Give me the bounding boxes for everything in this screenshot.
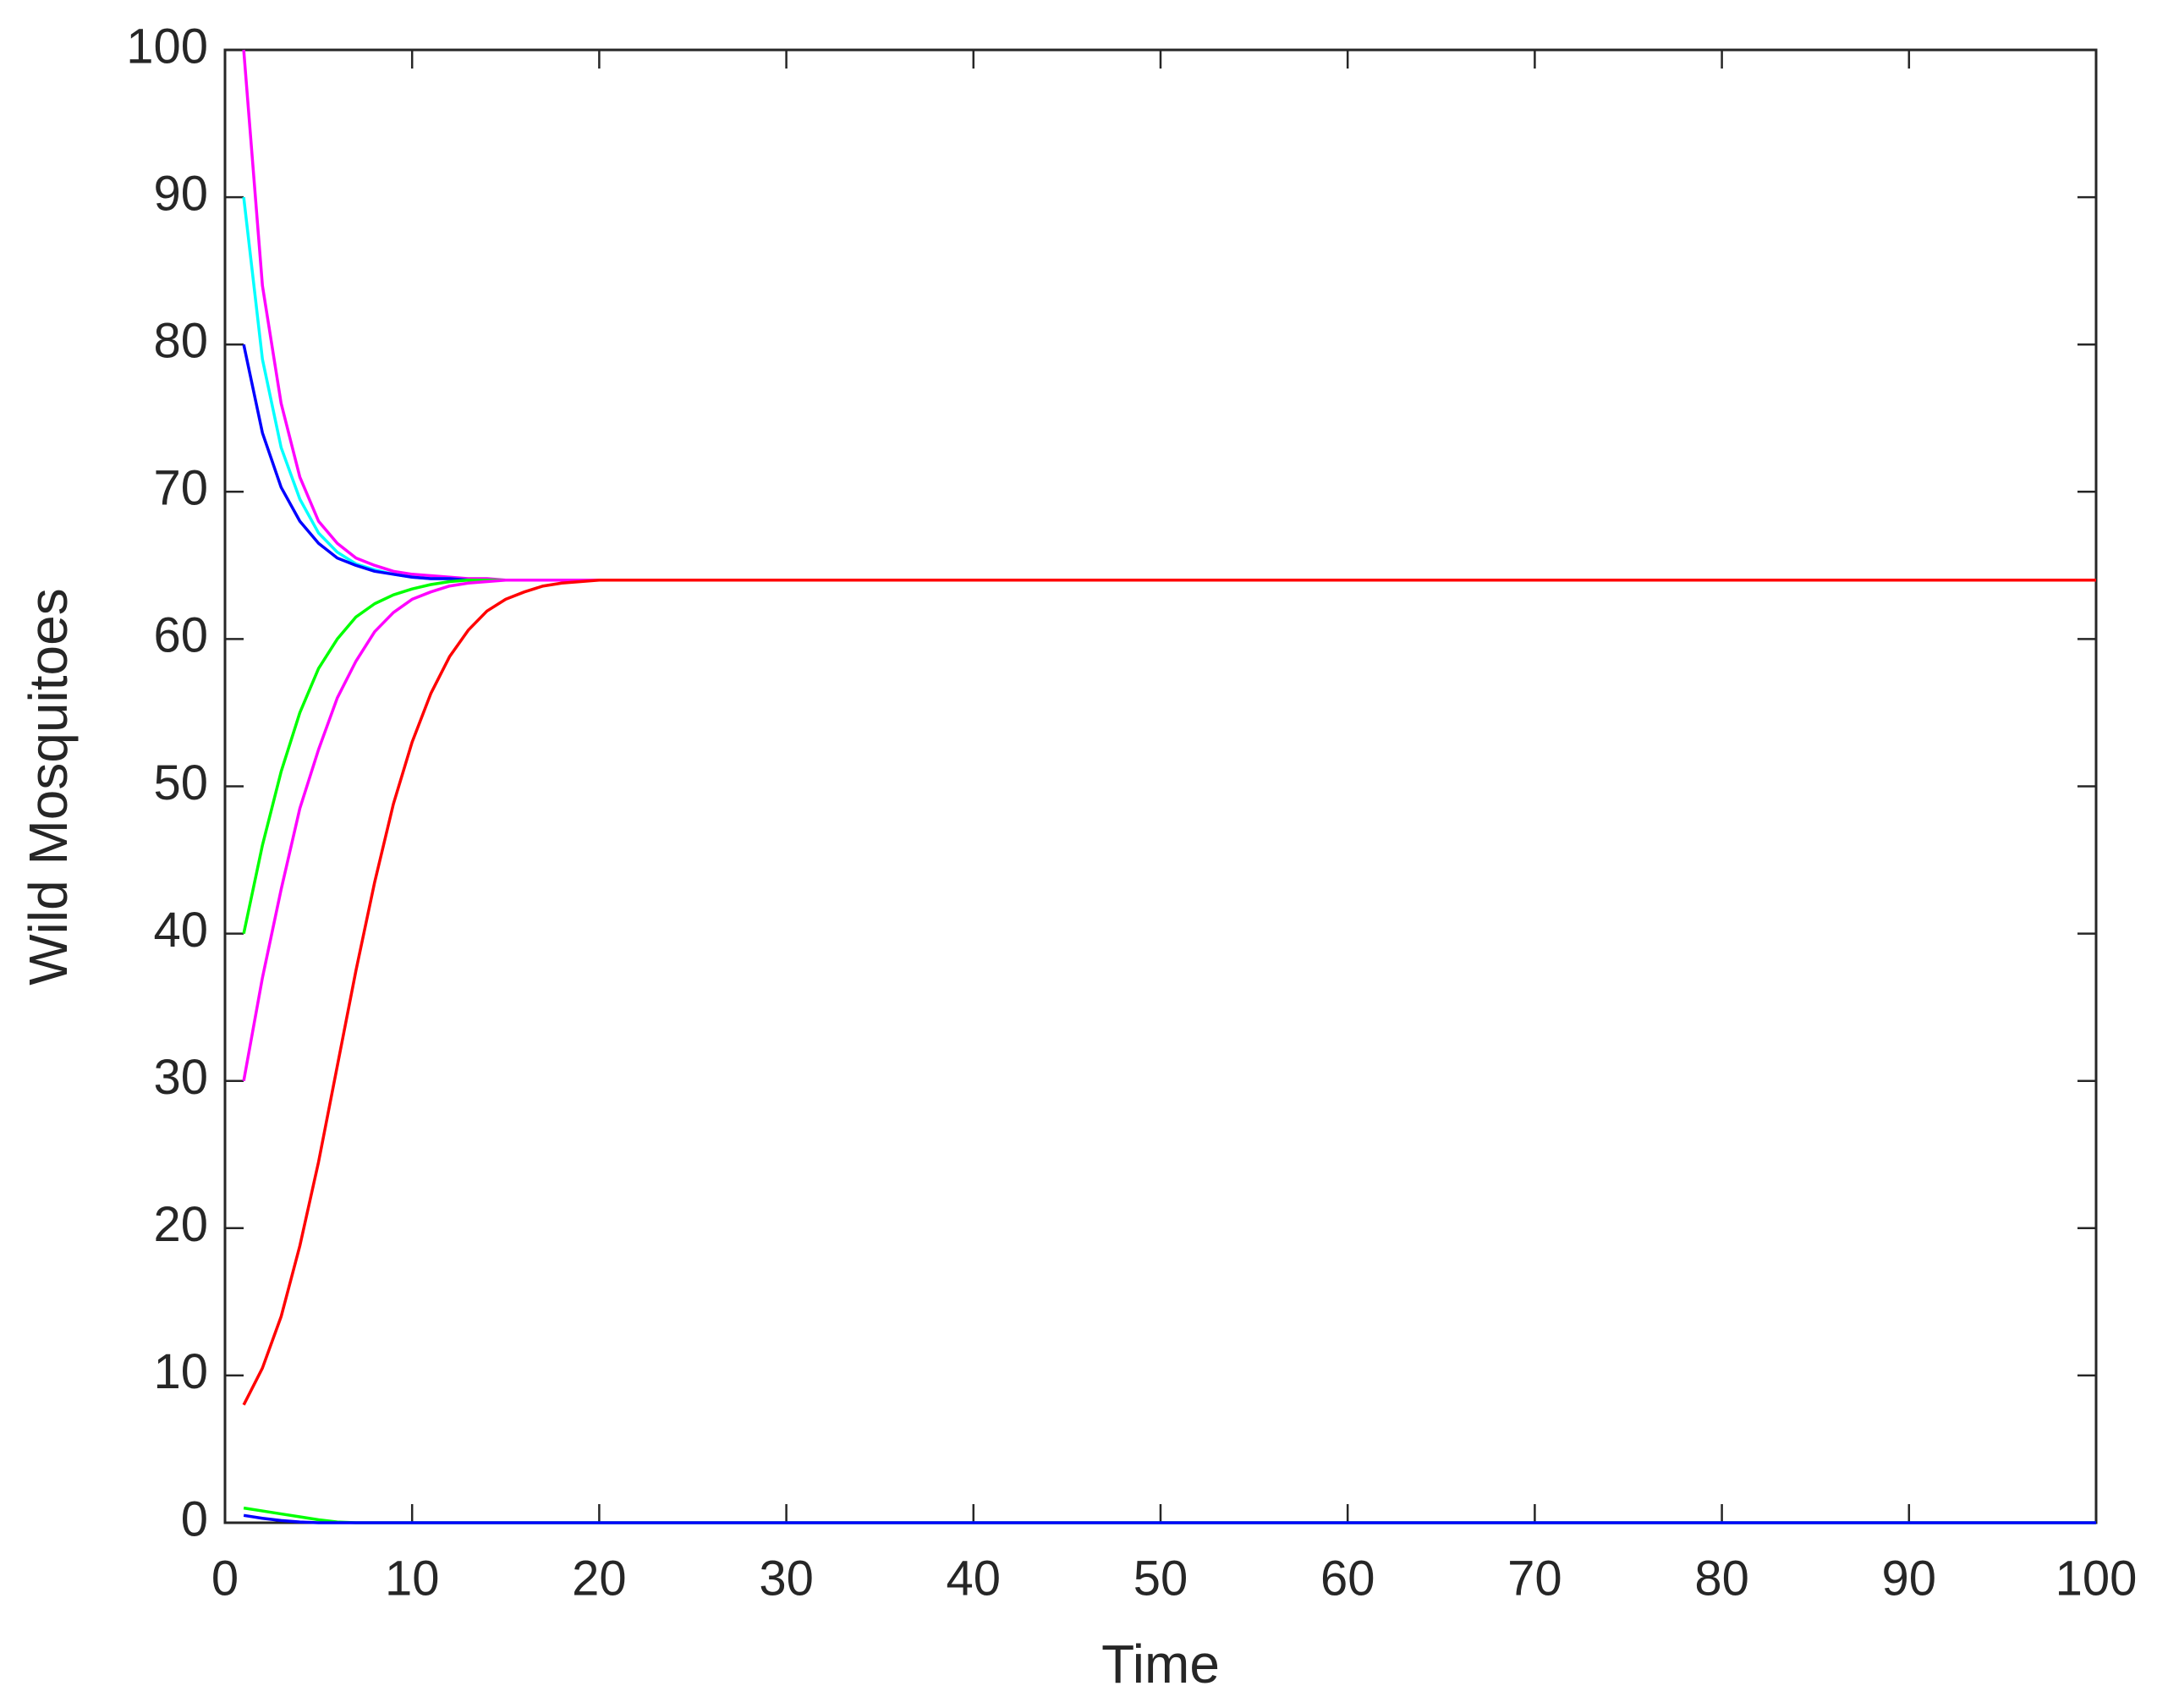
y-tick-label: 0 xyxy=(181,1491,208,1546)
y-tick-label: 50 xyxy=(153,755,208,810)
x-tick-label: 70 xyxy=(1507,1551,1562,1606)
series-line xyxy=(242,579,2096,1082)
y-tick-label: 40 xyxy=(153,903,208,958)
y-tick-label: 10 xyxy=(153,1344,208,1399)
x-tick-label: 40 xyxy=(947,1551,1002,1606)
y-tick-label: 70 xyxy=(153,461,208,516)
y-tick-label: 90 xyxy=(153,166,208,221)
x-tick-label: 60 xyxy=(1320,1551,1375,1606)
x-tick-label: 30 xyxy=(759,1551,814,1606)
x-tick-label: 10 xyxy=(385,1551,440,1606)
x-tick-label: 50 xyxy=(1133,1551,1188,1606)
plot-frame xyxy=(223,48,2098,1524)
x-axis-label: Time xyxy=(1101,1634,1220,1694)
series-line xyxy=(243,1513,2096,1524)
x-tick-label: 90 xyxy=(1882,1551,1937,1606)
x-tick-label: 100 xyxy=(2055,1551,2138,1606)
y-tick-label: 100 xyxy=(126,19,208,74)
y-tick-label: 60 xyxy=(153,608,208,663)
x-tick-label: 20 xyxy=(572,1551,627,1606)
x-tick-label: 80 xyxy=(1694,1551,1749,1606)
y-tick-label: 20 xyxy=(153,1197,208,1252)
y-tick-label: 30 xyxy=(153,1050,208,1105)
y-tick-label: 80 xyxy=(153,314,208,369)
series-line xyxy=(242,579,2096,1406)
y-axis-label: Wild Mosquitoes xyxy=(18,588,79,986)
x-tick-label: 0 xyxy=(211,1551,239,1606)
